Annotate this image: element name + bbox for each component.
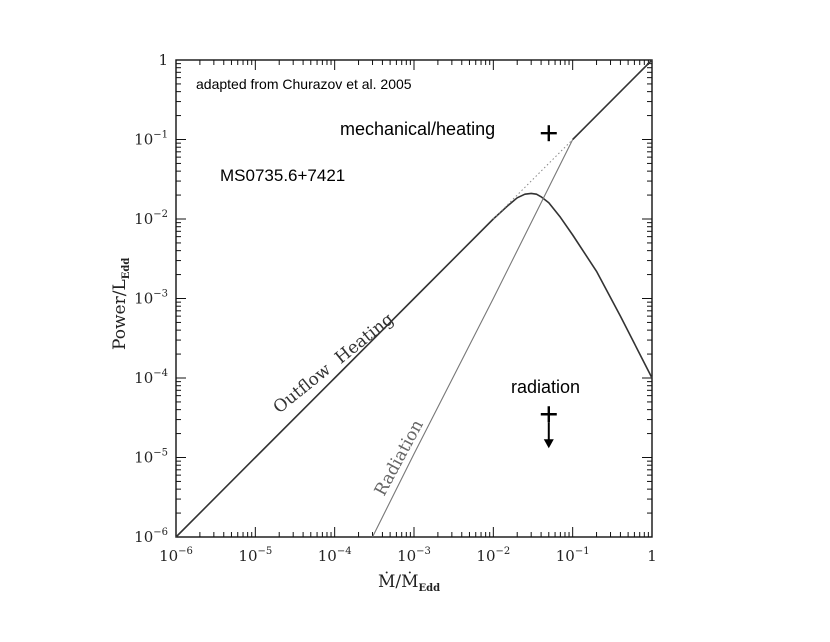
y-tick-label: 10−6: [134, 527, 168, 546]
y-tick-label: 10−3: [134, 289, 168, 308]
x-tick-label: 10−1: [556, 546, 590, 565]
y-tick-label: 10−1: [134, 130, 168, 149]
x-axis-title: Ṁ/ṀEdd: [378, 571, 440, 594]
series-total: [572, 59, 653, 141]
y-tick-label: 10−2: [134, 209, 168, 228]
source-annotation: adapted from Churazov et al. 2005: [196, 76, 412, 92]
x-tick-label: 10−6: [159, 546, 193, 565]
object-name-label: MS0735.6+7421: [220, 166, 345, 185]
y-tick-label: 1: [158, 51, 168, 69]
plot-area: 10−6 10−5 10−4 10−3 10−2 10−1 1 10−6 10−5 10−4 10−…: [134, 51, 657, 565]
x-axis-title-main: Ṁ/Ṁ: [378, 571, 419, 592]
y-axis-title-main: Power/L: [110, 279, 130, 350]
x-tick-label: 1: [647, 547, 657, 565]
y-axis-title-subscript: Edd: [121, 258, 132, 280]
radiation-upper-limit-arrow-head: [543, 439, 554, 449]
outflow-heating-curve-label: Outflow Heating: [270, 309, 398, 418]
x-axis-title-subscript: Edd: [419, 583, 441, 594]
mechanical-heating-label: mechanical/heating: [340, 119, 495, 139]
series-interpolation: [492, 139, 574, 220]
y-tick-label: 10−4: [134, 368, 168, 387]
radiation-annotation-label: radiation: [511, 377, 580, 397]
x-tick-label: 10−4: [318, 546, 352, 565]
series-radiation: [372, 139, 574, 538]
y-axis-title: Power/LEdd: [110, 258, 132, 350]
x-tick-label: 10−3: [397, 546, 431, 565]
radiation-curve-label: Radiation: [371, 417, 428, 500]
series-outflow-heating: [175, 192, 653, 538]
x-tick-label: 10−5: [238, 546, 272, 565]
x-tick-label: 10−2: [476, 546, 510, 565]
y-tick-label: 10−5: [134, 448, 168, 467]
